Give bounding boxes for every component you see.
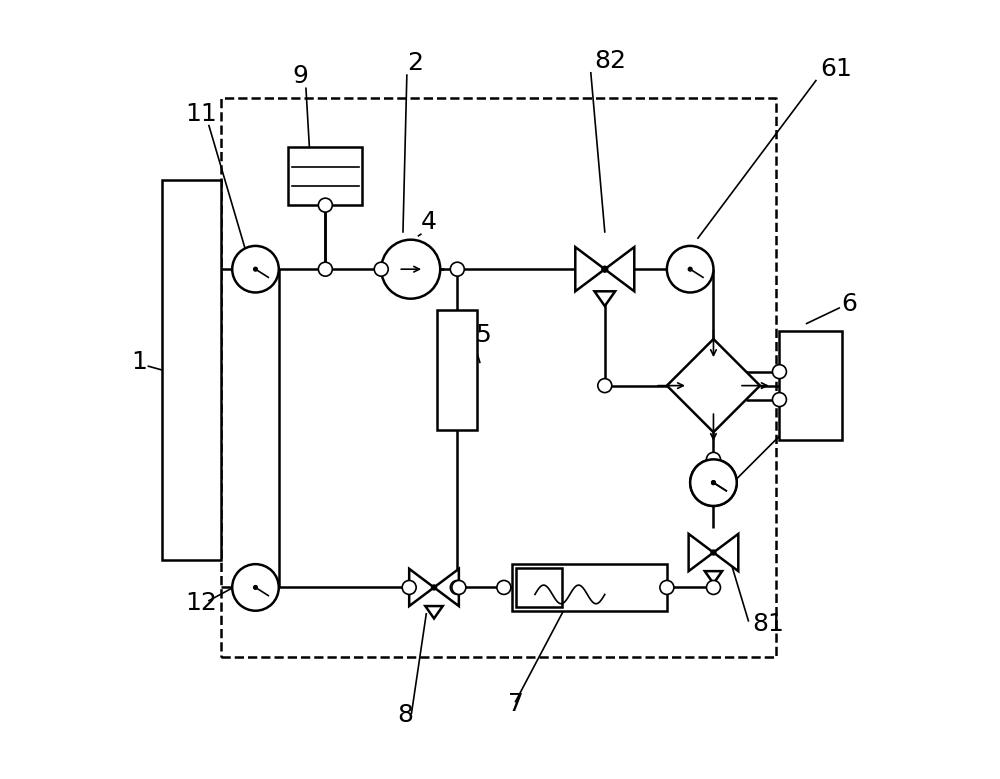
Text: 8: 8 <box>398 703 414 727</box>
Circle shape <box>318 263 332 277</box>
Polygon shape <box>594 291 615 306</box>
Text: 5: 5 <box>475 323 491 347</box>
Text: 9: 9 <box>292 65 308 88</box>
Polygon shape <box>409 569 434 606</box>
Circle shape <box>497 580 511 594</box>
Bar <box>512 564 667 611</box>
Circle shape <box>452 580 466 594</box>
Circle shape <box>711 550 716 555</box>
Text: 61: 61 <box>820 57 852 80</box>
Circle shape <box>374 263 388 277</box>
Text: 6: 6 <box>842 292 858 315</box>
Circle shape <box>402 580 416 594</box>
Circle shape <box>602 266 608 272</box>
Bar <box>162 180 221 560</box>
Text: 82: 82 <box>595 49 627 72</box>
Text: 62: 62 <box>795 400 827 425</box>
Text: 2: 2 <box>407 51 423 75</box>
Circle shape <box>254 586 257 589</box>
Text: 1: 1 <box>131 350 147 374</box>
Circle shape <box>712 481 715 485</box>
Circle shape <box>598 379 612 393</box>
Circle shape <box>690 460 737 506</box>
Polygon shape <box>575 247 605 291</box>
Circle shape <box>318 198 332 212</box>
Circle shape <box>381 240 440 298</box>
Circle shape <box>450 580 464 594</box>
Circle shape <box>706 580 720 594</box>
Circle shape <box>712 481 715 485</box>
Circle shape <box>450 263 464 277</box>
Circle shape <box>254 267 257 271</box>
Text: 12: 12 <box>186 590 218 615</box>
Bar <box>288 147 362 205</box>
Polygon shape <box>713 534 738 571</box>
Text: 4: 4 <box>421 210 437 234</box>
Circle shape <box>232 246 279 292</box>
Text: 11: 11 <box>186 101 217 125</box>
Circle shape <box>690 460 737 506</box>
Polygon shape <box>425 606 443 619</box>
Polygon shape <box>689 534 713 571</box>
Bar <box>516 568 562 607</box>
Bar <box>437 310 477 430</box>
Circle shape <box>660 580 674 594</box>
Text: 7: 7 <box>508 692 524 716</box>
Circle shape <box>232 564 279 611</box>
Polygon shape <box>434 569 459 606</box>
Circle shape <box>432 585 437 590</box>
Circle shape <box>688 267 692 271</box>
Circle shape <box>667 246 713 292</box>
Polygon shape <box>705 571 722 583</box>
Circle shape <box>706 453 720 467</box>
Circle shape <box>772 365 786 379</box>
Polygon shape <box>667 339 760 432</box>
Polygon shape <box>605 247 634 291</box>
Bar <box>779 331 842 440</box>
Circle shape <box>772 393 786 407</box>
Text: 81: 81 <box>752 612 784 636</box>
